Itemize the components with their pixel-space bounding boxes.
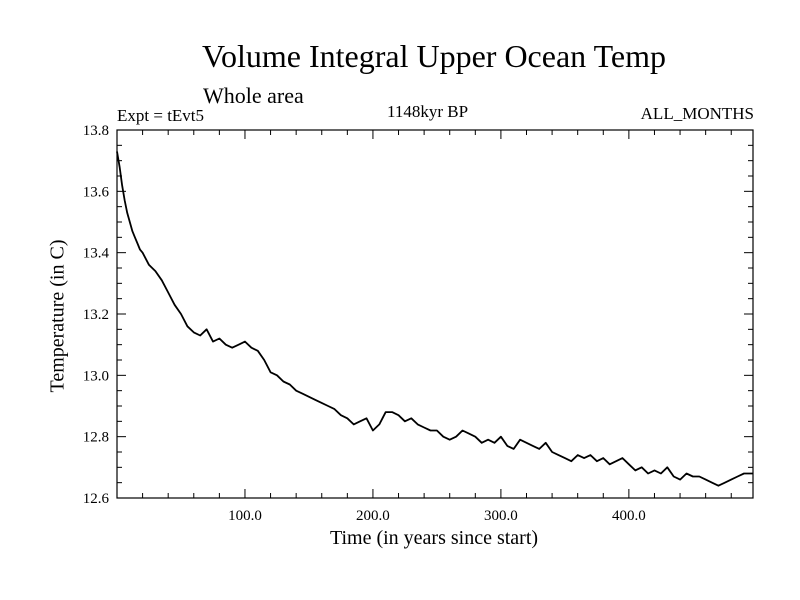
x-tick-label: 400.0: [612, 508, 646, 524]
y-tick-label: 13.0: [83, 368, 109, 384]
chart-subtitle: Whole area: [203, 83, 304, 108]
x-tick-label: 300.0: [484, 508, 518, 524]
plot-frame: [116, 129, 754, 499]
series-line: [116, 151, 753, 487]
experiment-label: Expt = tEvt5: [117, 106, 205, 125]
x-tick-label: 200.0: [356, 508, 390, 524]
y-tick-label: 13.2: [83, 307, 109, 323]
x-tick-label: 100.0: [228, 508, 262, 524]
y-tick-label: 13.8: [83, 123, 109, 139]
y-tick-label: 13.6: [83, 184, 110, 200]
period-label: 1148kyr BP: [387, 102, 469, 121]
y-tick-label: 12.6: [83, 491, 110, 507]
chart-title: Volume Integral Upper Ocean Temp: [202, 38, 666, 74]
x-axis-title: Time (in years since start): [329, 527, 539, 549]
y-tick-label: 13.4: [83, 246, 110, 262]
y-tick-label: 12.8: [83, 430, 109, 446]
months-label: ALL_MONTHS: [640, 104, 754, 123]
